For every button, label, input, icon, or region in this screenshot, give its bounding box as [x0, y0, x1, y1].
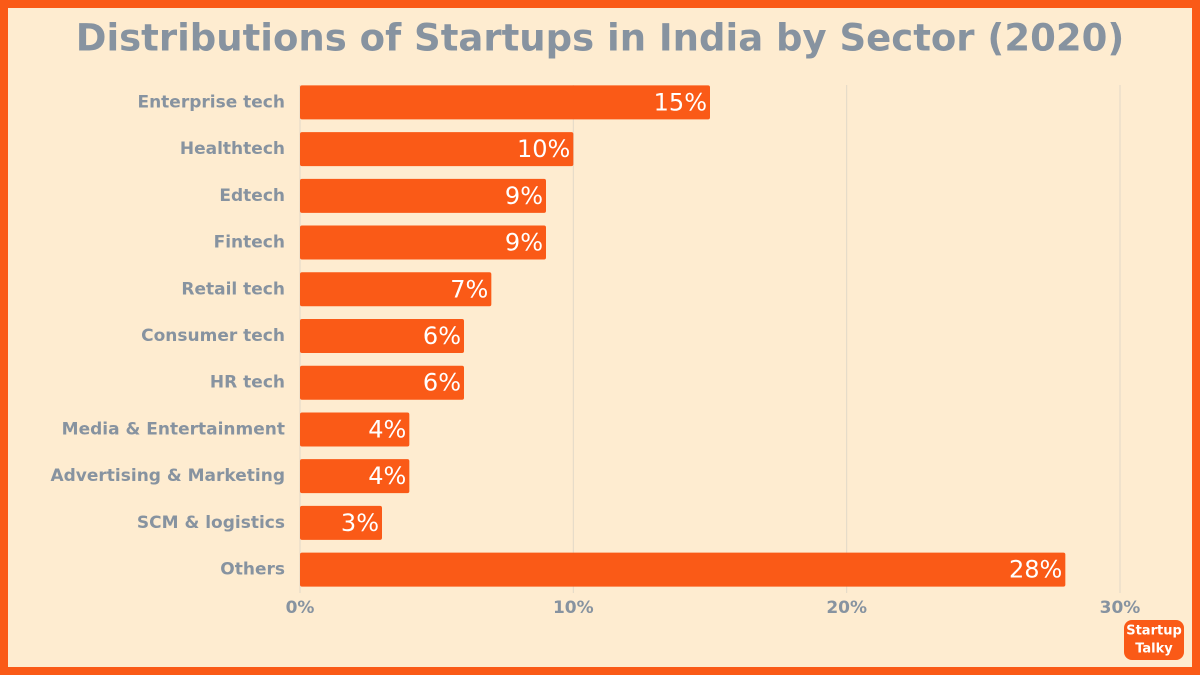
bar: [300, 225, 546, 260]
y-tick-label: Healthtech: [180, 139, 285, 159]
x-tick-label: 0%: [286, 598, 315, 618]
bar: [300, 85, 710, 120]
y-tick-label: Media & Entertainment: [62, 419, 285, 439]
y-tick-label: Retail tech: [181, 279, 285, 299]
x-tick-label: 10%: [553, 598, 594, 618]
bar: [300, 319, 464, 353]
value-label: 10%: [517, 135, 570, 163]
bar: [300, 412, 410, 447]
value-label: 7%: [450, 275, 488, 303]
value-label: 4%: [368, 462, 406, 490]
y-tick-label: HR tech: [210, 373, 285, 393]
logo-text: Talky: [1135, 642, 1173, 657]
value-label: 15%: [654, 88, 707, 116]
y-tick-label: Advertising & Marketing: [50, 466, 285, 486]
bar: [300, 552, 1066, 587]
value-label: 9%: [505, 229, 543, 257]
chart-title: Distributions of Startups in India by Se…: [76, 17, 1124, 60]
y-tick-label: Enterprise tech: [137, 92, 285, 112]
bar: [300, 178, 546, 213]
value-label: 4%: [368, 415, 406, 443]
bar: [300, 272, 492, 307]
x-tick-label: 30%: [1100, 598, 1141, 618]
value-label: 6%: [423, 369, 461, 397]
bar: [300, 132, 574, 167]
value-label: 3%: [341, 509, 379, 537]
y-tick-label: Edtech: [219, 186, 285, 206]
y-tick-label: Consumer tech: [141, 326, 285, 346]
x-tick-label: 20%: [826, 598, 867, 618]
y-tick-label: Others: [220, 560, 285, 580]
value-label: 28%: [1009, 556, 1062, 584]
y-tick-label: SCM & logistics: [137, 513, 285, 533]
logo-text: Startup: [1126, 624, 1182, 639]
bar: [300, 459, 410, 494]
bar: [300, 505, 382, 540]
y-tick-label: Fintech: [214, 233, 285, 253]
value-label: 6%: [423, 322, 461, 350]
logo-badge: [1124, 620, 1184, 660]
logo: Startup Talky: [1124, 620, 1184, 660]
bar: [300, 365, 464, 400]
value-label: 9%: [505, 182, 543, 210]
